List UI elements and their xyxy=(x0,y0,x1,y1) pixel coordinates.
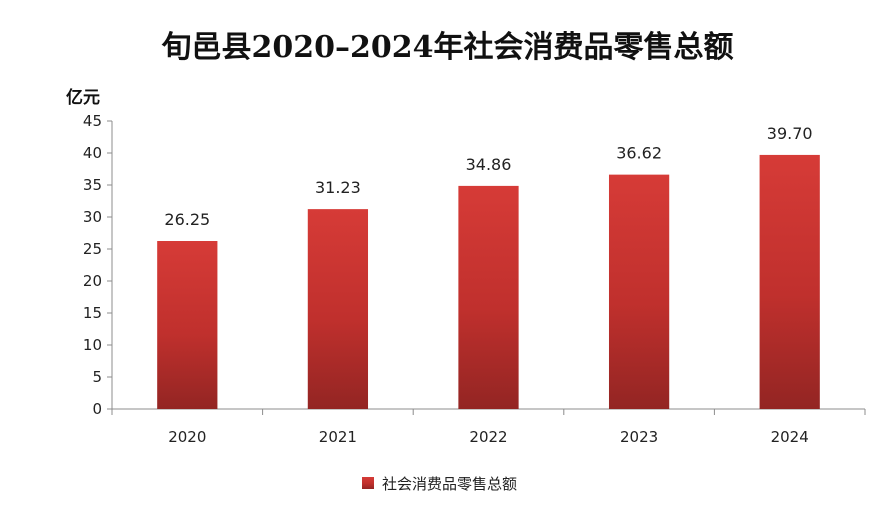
x-tick-label: 2024 xyxy=(771,428,809,446)
y-tick-label: 20 xyxy=(83,272,102,290)
data-label-2022: 34.86 xyxy=(466,155,512,174)
legend-label: 社会消费品零售总额 xyxy=(382,475,517,493)
data-label-2020: 26.25 xyxy=(164,210,210,229)
y-tick-label: 15 xyxy=(83,304,102,322)
x-tick-label: 2021 xyxy=(319,428,357,446)
x-axis: 2020 2021 2022 2023 2024 xyxy=(111,408,866,446)
chart-title: 旬邑县2020–2024年社会消费品零售总额 xyxy=(161,30,734,65)
bar-2022 xyxy=(458,185,519,409)
y-axis: 0 5 10 15 20 25 30 35 40 45 xyxy=(83,112,113,418)
bar-2020 xyxy=(157,241,218,409)
y-tick-label: 5 xyxy=(92,368,102,386)
x-tick-label: 2022 xyxy=(469,428,507,446)
y-tick-label: 45 xyxy=(83,112,102,130)
y-tick-label: 35 xyxy=(83,176,102,194)
legend-swatch xyxy=(362,477,374,489)
x-tick-label: 2020 xyxy=(168,428,206,446)
bars xyxy=(157,154,820,409)
legend: 社会消费品零售总额 xyxy=(362,475,517,493)
data-label-2024: 39.70 xyxy=(767,124,813,143)
y-tick-label: 10 xyxy=(83,336,102,354)
y-tick-label: 25 xyxy=(83,240,102,258)
y-tick-label: 40 xyxy=(83,144,102,162)
y-tick-label: 30 xyxy=(83,208,102,226)
data-label-2021: 31.23 xyxy=(315,178,361,197)
bar-2021 xyxy=(307,209,369,409)
data-label-2023: 36.62 xyxy=(616,144,662,163)
bar-2023 xyxy=(608,174,670,409)
y-axis-unit-label: 亿元 xyxy=(66,87,100,108)
bar-2024 xyxy=(759,154,820,409)
y-tick-label: 0 xyxy=(92,400,102,418)
data-labels: 26.25 31.23 34.86 36.62 39.70 xyxy=(164,124,812,229)
x-tick-label: 2023 xyxy=(620,428,658,446)
